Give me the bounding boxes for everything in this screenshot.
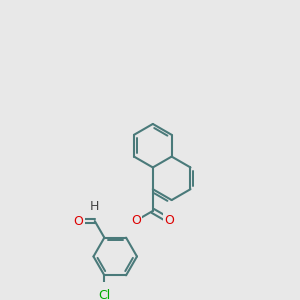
Text: O: O [74, 214, 83, 228]
Text: H: H [90, 200, 100, 214]
Text: Cl: Cl [98, 290, 110, 300]
Text: O: O [164, 214, 174, 227]
Text: O: O [131, 214, 141, 227]
